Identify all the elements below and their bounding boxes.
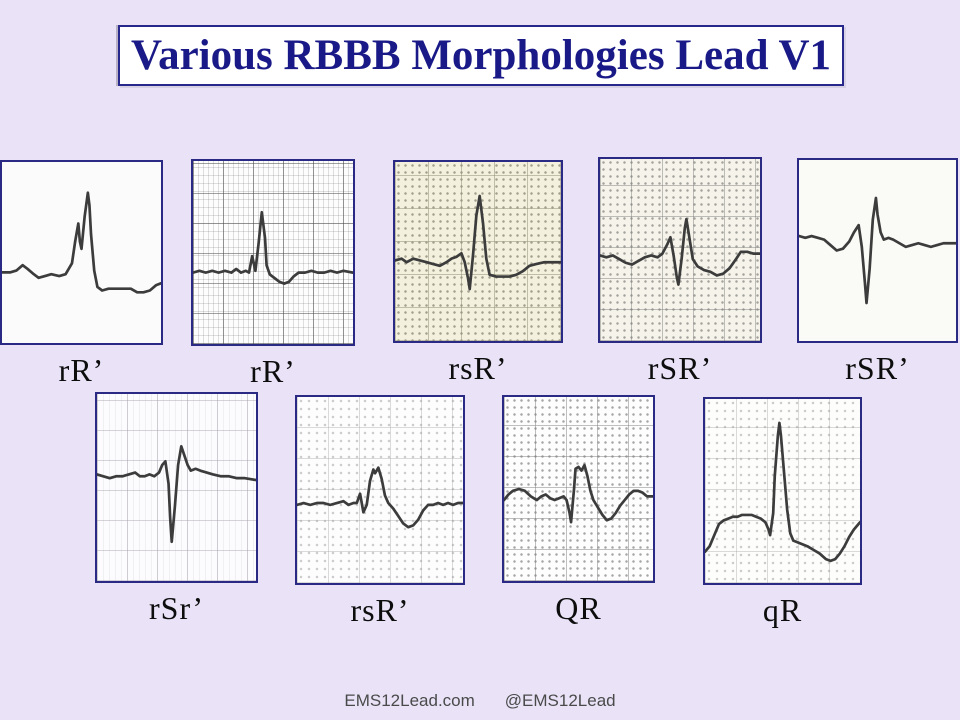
ecg-waveform: [395, 162, 561, 341]
ecg-image-6: [95, 392, 258, 583]
ecg-strip-4: rSR’: [598, 157, 762, 386]
ecg-morphology-label-3: rsR’: [448, 350, 508, 386]
ecg-waveform: [2, 162, 161, 343]
ecg-image-7: [295, 395, 465, 585]
ecg-strip-5: rSR’: [797, 158, 958, 386]
ecg-image-1: [0, 160, 163, 345]
ecg-image-9: [703, 397, 862, 585]
ecg-strip-8: QR: [502, 395, 655, 626]
title-box: Various RBBB Morphologies Lead V1: [118, 25, 844, 86]
ecg-strip-3: rsR’: [393, 160, 563, 386]
ecg-morphology-label-1: rR’: [58, 352, 105, 388]
ecg-strip-7: rsR’: [295, 395, 465, 628]
ecg-strip-2: rR’: [191, 159, 355, 389]
ecg-morphology-label-9: qR: [762, 592, 803, 628]
ecg-morphology-label-8: QR: [555, 590, 602, 626]
ecg-morphology-label-2: rR’: [250, 353, 296, 389]
ecg-waveform: [297, 397, 463, 583]
ecg-image-3: [393, 160, 563, 343]
ecg-image-2: [191, 159, 355, 346]
ecg-waveform: [97, 394, 256, 581]
ecg-waveform: [504, 397, 653, 581]
ecg-waveform: [600, 159, 760, 341]
ecg-strip-1: rR’: [0, 160, 163, 388]
ecg-image-5: [797, 158, 958, 343]
page-title: Various RBBB Morphologies Lead V1: [130, 32, 832, 79]
ecg-waveform: [705, 399, 860, 583]
ecg-morphology-label-7: rsR’: [350, 592, 410, 628]
ecg-strip-9: qR: [703, 397, 862, 628]
ecg-morphology-label-5: rSR’: [845, 350, 910, 386]
footer-twitter-handle: @EMS12Lead: [504, 691, 616, 710]
ecg-strip-6: rSr’: [95, 392, 258, 626]
footer: EMS12Lead.com @EMS12Lead: [0, 691, 960, 711]
ecg-morphology-label-4: rSR’: [647, 350, 713, 386]
ecg-morphology-label-6: rSr’: [149, 590, 204, 626]
footer-website: EMS12Lead.com: [344, 691, 475, 710]
ecg-waveform: [799, 160, 956, 341]
ecg-image-4: [598, 157, 762, 343]
ecg-image-8: [502, 395, 655, 583]
ecg-waveform: [193, 161, 353, 344]
